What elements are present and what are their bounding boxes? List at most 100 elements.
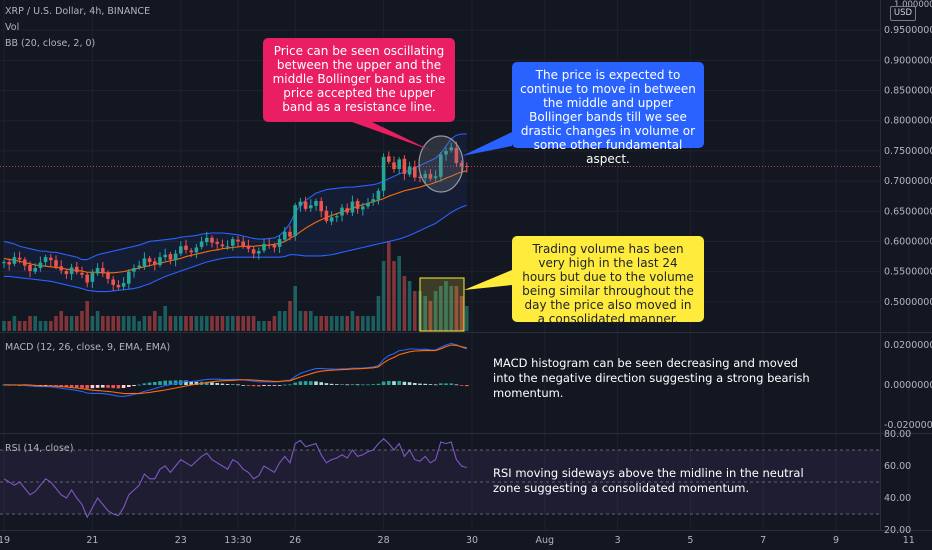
candle-body[interactable] xyxy=(277,239,282,247)
candle-body[interactable] xyxy=(392,162,396,170)
candle-body[interactable] xyxy=(371,199,375,203)
candle-body[interactable] xyxy=(303,201,308,209)
candle-body[interactable] xyxy=(459,162,464,167)
candle-body[interactable] xyxy=(28,264,32,272)
candle-body[interactable] xyxy=(293,205,297,237)
candle-body[interactable] xyxy=(439,154,443,177)
candle-body[interactable] xyxy=(251,249,256,254)
candle-body[interactable] xyxy=(376,190,381,200)
candle-body[interactable] xyxy=(257,251,261,254)
candle-body[interactable] xyxy=(69,267,74,275)
candle-body[interactable] xyxy=(355,201,360,209)
candle-body[interactable] xyxy=(75,266,79,273)
candle-body[interactable] xyxy=(101,268,105,274)
candle-body[interactable] xyxy=(153,261,157,265)
candle-body[interactable] xyxy=(423,173,427,179)
candle-body[interactable] xyxy=(366,202,370,207)
candle-body[interactable] xyxy=(231,239,235,246)
candle-body[interactable] xyxy=(2,261,6,264)
candle-body[interactable] xyxy=(262,243,266,251)
candle-body[interactable] xyxy=(90,272,95,282)
candle-body[interactable] xyxy=(246,245,251,249)
candle-body[interactable] xyxy=(309,205,313,209)
candle-body[interactable] xyxy=(54,260,58,267)
candle-body[interactable] xyxy=(7,261,11,265)
candle-body[interactable] xyxy=(397,159,401,170)
candle-body[interactable] xyxy=(387,156,391,162)
candle-body[interactable] xyxy=(402,158,407,174)
candle-body[interactable] xyxy=(111,279,115,285)
bollinger-legend[interactable]: BB (20, close, 2, 0) xyxy=(5,38,96,49)
candle-body[interactable] xyxy=(298,201,303,206)
candle-body[interactable] xyxy=(59,266,63,271)
candle-body[interactable] xyxy=(220,244,225,247)
candle-body[interactable] xyxy=(454,147,459,163)
volume-legend[interactable]: Vol xyxy=(5,22,20,33)
candle-body[interactable] xyxy=(142,258,147,267)
candle-body[interactable] xyxy=(137,265,141,268)
candle-body[interactable] xyxy=(189,250,193,253)
rsi-pane[interactable] xyxy=(0,438,880,519)
candle-body[interactable] xyxy=(49,257,53,261)
candle-body[interactable] xyxy=(225,246,230,248)
candle-body[interactable] xyxy=(199,241,204,247)
candle-body[interactable] xyxy=(267,244,271,246)
candle-body[interactable] xyxy=(179,246,183,254)
volume-note[interactable]: Trading volume has been very high in the… xyxy=(512,236,704,326)
candle-body[interactable] xyxy=(85,274,89,283)
candle-body[interactable] xyxy=(23,259,27,266)
price-candles[interactable] xyxy=(2,141,469,291)
candle-body[interactable] xyxy=(324,210,329,221)
candle-body[interactable] xyxy=(33,268,37,272)
candle-body[interactable] xyxy=(428,173,433,179)
candle-body[interactable] xyxy=(236,239,240,242)
candle-body[interactable] xyxy=(413,166,417,178)
candle-body[interactable] xyxy=(194,247,199,253)
candle-body[interactable] xyxy=(17,257,22,260)
candle-body[interactable] xyxy=(407,166,412,175)
candle-body[interactable] xyxy=(381,156,386,191)
candle-body[interactable] xyxy=(465,166,469,167)
candle-body[interactable] xyxy=(449,147,453,151)
candle-body[interactable] xyxy=(350,201,355,213)
candle-body[interactable] xyxy=(127,271,131,284)
candle-body[interactable] xyxy=(12,257,17,264)
candle-body[interactable] xyxy=(335,216,339,218)
symbol-title[interactable]: XRP / U.S. Dollar, 4h, BINANCE xyxy=(5,6,151,17)
candle-body[interactable] xyxy=(158,257,162,265)
pane-separators[interactable] xyxy=(0,0,932,531)
rsi-legend[interactable]: RSI (14, close) xyxy=(5,443,74,454)
candle-body[interactable] xyxy=(147,258,152,262)
candle-body[interactable] xyxy=(38,262,43,269)
candle-body[interactable] xyxy=(95,268,100,274)
candle-body[interactable] xyxy=(329,217,334,222)
candle-body[interactable] xyxy=(418,176,422,178)
candle-body[interactable] xyxy=(210,237,214,243)
time-axis[interactable]: 19 21 23 13:30 26 28 30 Aug 3 5 7 9 11 xyxy=(0,535,915,546)
candle-body[interactable] xyxy=(116,284,121,288)
candle-body[interactable] xyxy=(168,254,173,260)
candle-body[interactable] xyxy=(64,271,69,275)
candle-body[interactable] xyxy=(283,231,287,240)
price-oscillation-note[interactable]: Price can be seen oscillating between th… xyxy=(263,38,455,122)
candle-body[interactable] xyxy=(80,272,84,275)
candle-body[interactable] xyxy=(272,245,277,248)
candle-body[interactable] xyxy=(319,201,323,212)
candle-body[interactable] xyxy=(433,176,438,179)
price-axis[interactable]: 0.95000000 0.90000000 0.85000000 0.80000000… xyxy=(884,25,932,536)
candle-body[interactable] xyxy=(43,257,48,262)
candle-body[interactable] xyxy=(106,272,110,279)
candle-body[interactable] xyxy=(163,254,167,258)
candle-body[interactable] xyxy=(345,208,349,213)
candle-body[interactable] xyxy=(205,237,209,243)
candle-body[interactable] xyxy=(241,241,245,247)
candle-body[interactable] xyxy=(314,201,318,206)
candle-body[interactable] xyxy=(184,245,188,250)
candle-body[interactable] xyxy=(121,283,126,287)
candle-body[interactable] xyxy=(361,206,365,210)
candle-body[interactable] xyxy=(340,207,344,216)
macd-pane[interactable] xyxy=(2,342,469,397)
macd-legend[interactable]: MACD (12, 26, close, 9, EMA, EMA) xyxy=(5,342,171,353)
candle-body[interactable] xyxy=(215,242,219,244)
